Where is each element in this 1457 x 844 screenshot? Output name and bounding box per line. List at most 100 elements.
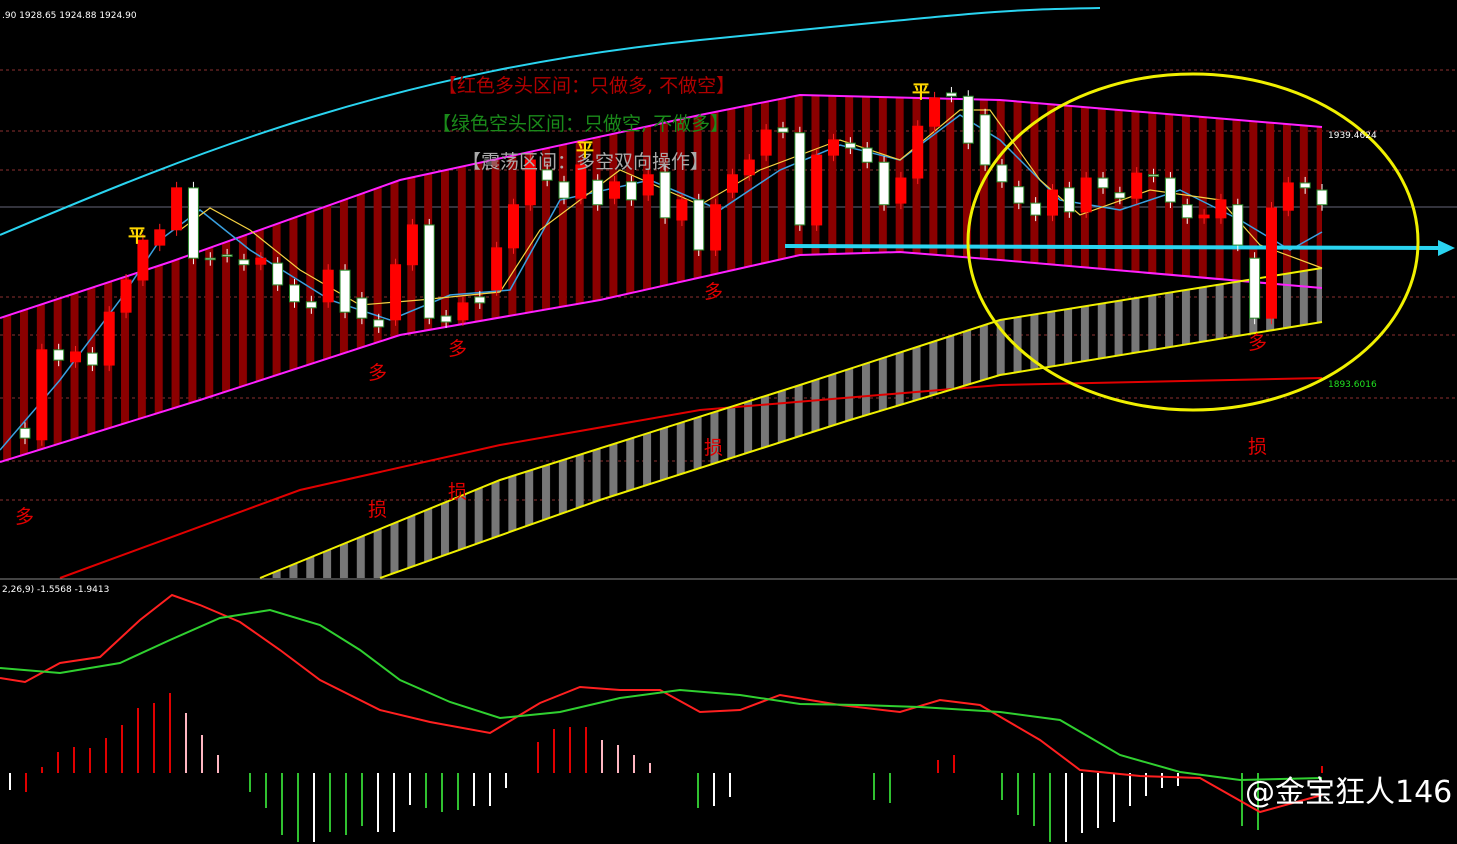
candle-body (558, 181, 570, 199)
candle-body (339, 269, 351, 313)
price-label: 1939.4624 (1328, 131, 1377, 141)
candle-body (1131, 172, 1143, 199)
candle-body (1046, 189, 1058, 216)
candle-body (878, 161, 890, 206)
watermark: @金宝狂人146 (1245, 775, 1452, 810)
candle-body (120, 279, 132, 313)
long-signal: 多 (368, 362, 387, 384)
header-ohlc: .90 1928.65 1924.88 1924.90 (2, 11, 137, 21)
candle-body (474, 296, 486, 304)
candle-body (1215, 199, 1227, 219)
long-signal: 多 (448, 338, 467, 360)
candle-body (36, 349, 48, 441)
candle-body (592, 179, 604, 206)
candle-body (625, 181, 637, 201)
candle-body (423, 224, 435, 319)
candle-body (659, 171, 671, 219)
candle-body (828, 139, 840, 156)
long-signal: 多 (1248, 332, 1267, 354)
candle-body (541, 169, 553, 181)
candle-body (1181, 204, 1193, 219)
bull-zone-label: 【红色多头区间：只做多, 不做空】 (438, 75, 735, 97)
long-signal: 多 (704, 281, 723, 303)
candle-body (406, 224, 418, 266)
long-signal: 多 (15, 506, 34, 528)
candle-body (1080, 177, 1092, 213)
candle-body (1299, 182, 1311, 189)
highlight-ellipse (966, 72, 1420, 412)
candle-body (996, 164, 1008, 183)
stop-signal: 损 (1248, 436, 1267, 458)
candle-body (642, 174, 654, 196)
candle-body (844, 142, 856, 149)
candle-body (289, 284, 301, 303)
candle-body (777, 127, 789, 133)
flat-signal: 平 (912, 82, 930, 103)
candle-body (861, 147, 873, 163)
candle-body (440, 315, 452, 323)
indicator-lines (0, 7, 1323, 579)
range-zone-label: 【震荡区间：多空双向操作】 (462, 151, 709, 173)
price-label: 1893.6016 (1328, 380, 1377, 390)
candle-body (811, 154, 823, 226)
candle-body (86, 352, 98, 366)
candle-body (491, 247, 503, 291)
candle-body (929, 97, 941, 127)
candle-body (1114, 192, 1126, 199)
candle-body (154, 229, 166, 246)
candle-body (1097, 177, 1109, 189)
candle-body (171, 187, 183, 231)
candle-body (19, 427, 31, 439)
gray-band (260, 268, 1322, 578)
macd-header: 2,26,9) -1.5568 -1.9413 (2, 585, 109, 595)
candle-body (524, 159, 536, 206)
macd-lines (0, 593, 1323, 814)
macd-histogram (9, 693, 1323, 842)
candle-body (1148, 174, 1160, 177)
candle-body (221, 254, 233, 257)
candle-body (356, 297, 368, 319)
candle-body (507, 204, 519, 249)
candle-body (945, 92, 957, 97)
candle-body (693, 199, 705, 251)
candle-body (1063, 187, 1075, 213)
candle-body (255, 257, 267, 265)
candle-body (895, 177, 907, 204)
candle-body (70, 351, 82, 363)
candle-body (575, 164, 587, 199)
candle-body (1198, 214, 1210, 219)
flat-signal: 平 (128, 226, 146, 247)
bull-band (0, 95, 1322, 462)
candle-body (794, 132, 806, 226)
stop-signal: 损 (448, 481, 467, 503)
candle-body (743, 159, 755, 176)
candle-body (238, 259, 250, 266)
candle-body (1030, 202, 1042, 216)
trend-arrow (784, 244, 1439, 250)
candle-body (979, 114, 991, 166)
stop-signal: 损 (368, 499, 387, 521)
candle-body (609, 181, 621, 199)
candle-body (710, 204, 722, 251)
candle-body (676, 199, 688, 221)
candle-body (272, 262, 284, 286)
stop-signal: 损 (704, 437, 723, 459)
bear-zone-label: 【绿色空头区间：只做空, 不做多】 (432, 113, 729, 135)
candle-body (760, 129, 772, 156)
flat-signal: 平 (576, 140, 594, 161)
candle-body (305, 301, 317, 309)
candle-body (1232, 204, 1244, 246)
candle-body (912, 125, 924, 179)
candle-body (390, 264, 402, 321)
candle-body (53, 349, 65, 361)
candle-body (322, 269, 334, 303)
candle-body (1282, 182, 1294, 211)
candle-body (1013, 186, 1025, 204)
arrow-head (1438, 240, 1455, 256)
candle-body (103, 311, 115, 366)
candle-body (204, 257, 216, 261)
candle-body (962, 95, 974, 144)
candle-body (726, 174, 738, 193)
candle-body (373, 319, 385, 328)
